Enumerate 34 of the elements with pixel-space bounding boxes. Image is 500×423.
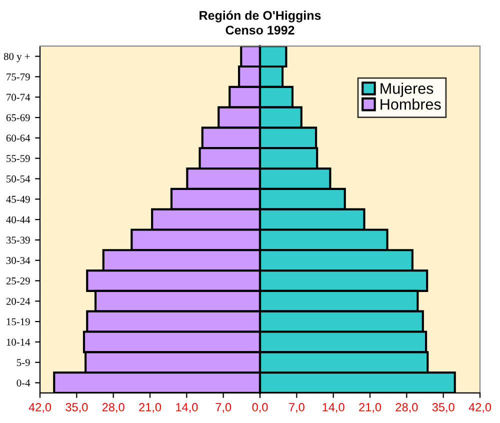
x-tick-label: 0,0 [252, 403, 268, 413]
x-tick-label: 28,0 [102, 403, 124, 413]
x-tick-label: 42,0 [28, 403, 52, 413]
y-tick-label: 70-74 [6, 94, 30, 101]
x-tick-label: 21,0 [359, 403, 382, 413]
y-tick-label: 5-9 [17, 359, 30, 366]
x-tick-label: 42,0 [468, 403, 492, 413]
x-tick-label: 21,0 [139, 403, 162, 413]
x-tick-label: 35,0 [432, 403, 454, 413]
chart-title: Región de O'Higgins [200, 10, 321, 22]
y-tick-label: 35-39 [6, 236, 30, 244]
x-tick-label: 14,0 [176, 403, 198, 413]
y-tick-label: 25-29 [6, 277, 30, 284]
y-tick-label: 10-14 [6, 338, 30, 346]
y-tick-label: 20-24 [6, 298, 30, 305]
y-tick-label: 60-64 [6, 134, 30, 142]
x-tick-label: 14,0 [322, 403, 344, 413]
chart-subtitle: Censo 1992 [226, 26, 294, 35]
y-tick-label: 45-49 [6, 196, 30, 203]
y-tick-label: 40-44 [6, 216, 30, 224]
y-tick-label: 0-4 [16, 379, 30, 386]
y-tick-label: 80 y + [4, 52, 30, 62]
y-tick-label: 15-19 [6, 318, 30, 326]
y-tick-label: 50-54 [6, 175, 30, 182]
x-tick-label: 7,0 [216, 403, 232, 413]
x-tick-label: 35,0 [66, 403, 88, 413]
y-tick-label: 65-69 [6, 114, 30, 122]
y-tick-label: 75-79 [6, 73, 30, 80]
y-tick-label: 30-34 [6, 257, 30, 264]
x-tick-label: 7,0 [289, 403, 304, 413]
x-tick-label: 28,0 [396, 403, 418, 413]
legend-label: Mujeres [380, 82, 434, 97]
y-tick-label: 55-59 [6, 155, 30, 162]
legend-label: Hombres [380, 98, 441, 110]
